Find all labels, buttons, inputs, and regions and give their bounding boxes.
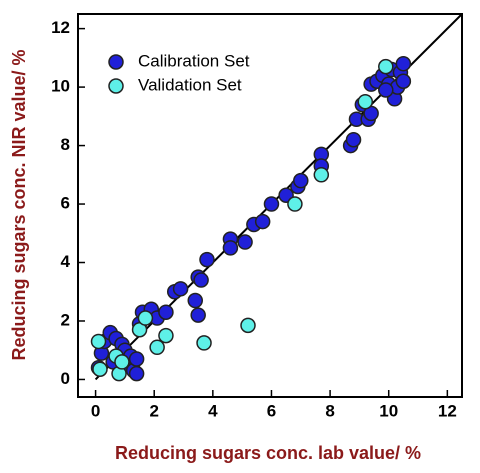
data-point — [158, 304, 174, 320]
data-point — [237, 234, 253, 250]
data-point — [395, 73, 412, 89]
data-point — [137, 310, 154, 326]
data-point — [240, 317, 256, 334]
y-tick-label: 0 — [61, 369, 70, 388]
x-tick-label: 8 — [325, 401, 334, 420]
data-point — [293, 172, 309, 189]
legend-marker — [108, 54, 124, 70]
x-tick-label: 2 — [149, 401, 158, 420]
data-point — [395, 55, 412, 72]
data-point — [287, 196, 303, 212]
legend-label: Calibration Set — [138, 51, 250, 70]
data-point — [190, 307, 206, 323]
data-point — [378, 58, 394, 75]
legend-label: Validation Set — [138, 75, 242, 94]
x-tick-label: 12 — [438, 401, 457, 420]
x-tick-label: 10 — [379, 401, 398, 420]
y-tick-label: 12 — [51, 18, 70, 37]
data-point — [90, 333, 107, 350]
y-tick-label: 2 — [61, 310, 70, 329]
data-point — [378, 82, 394, 98]
x-tick-label: 6 — [267, 401, 276, 420]
data-point — [92, 361, 108, 377]
data-point — [187, 292, 204, 309]
y-axis-label: Reducing sugars conc. NIR value/ % — [9, 49, 29, 360]
data-point — [357, 93, 374, 110]
data-point — [158, 327, 174, 344]
data-point — [149, 339, 165, 356]
x-axis-label: Reducing sugars conc. lab value/ % — [115, 443, 421, 463]
data-point — [128, 365, 145, 382]
data-point — [114, 354, 130, 370]
data-point — [263, 196, 280, 212]
data-point — [172, 281, 189, 297]
legend-marker — [108, 78, 124, 94]
x-tick-label: 4 — [208, 401, 218, 420]
y-tick-label: 6 — [61, 194, 70, 213]
data-point — [345, 131, 362, 148]
y-tick-label: 10 — [51, 77, 70, 96]
y-tick-label: 8 — [61, 135, 70, 154]
y-tick-label: 4 — [61, 252, 71, 271]
data-point — [313, 167, 330, 183]
x-tick-label: 0 — [91, 401, 100, 420]
data-point — [193, 272, 209, 288]
data-point — [128, 351, 145, 367]
plot-frame — [77, 13, 463, 398]
data-point — [222, 240, 239, 256]
data-point — [196, 335, 212, 351]
data-point — [254, 213, 271, 230]
data-point — [199, 251, 215, 268]
